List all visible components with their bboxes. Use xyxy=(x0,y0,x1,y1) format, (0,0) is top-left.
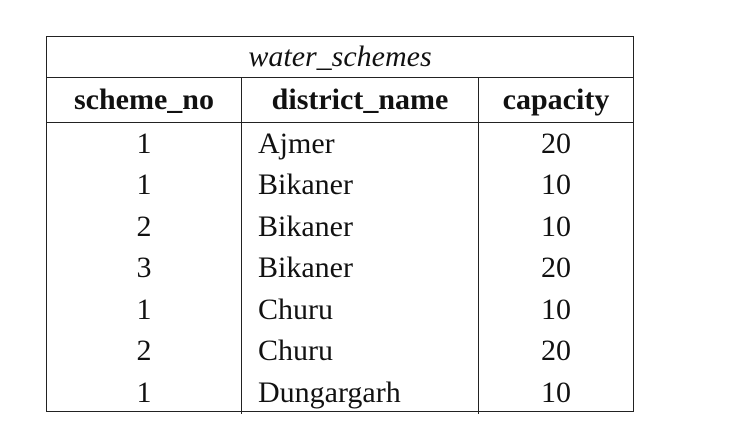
cell-district-name: Churu xyxy=(242,330,479,372)
header-capacity: capacity xyxy=(502,83,610,116)
cell-district-name: Dungargarh xyxy=(242,372,479,414)
cell-capacity: 10 xyxy=(541,375,571,409)
cell-capacity: 20 xyxy=(541,334,571,368)
cell-capacity: 10 xyxy=(541,292,571,326)
water-schemes-table: water_schemes scheme_no district_name ca… xyxy=(46,36,634,414)
table-caption: water_schemes xyxy=(47,37,633,78)
cell-district-name: Ajmer xyxy=(242,123,479,165)
cell-district-name: Bikaner xyxy=(242,206,479,248)
cell-district-name: Bikaner xyxy=(242,247,479,289)
table-row: 1 Ajmer 20 xyxy=(47,123,633,165)
cell-scheme-no: 3 xyxy=(47,247,242,289)
cell-scheme-no: 2 xyxy=(47,330,242,372)
table-row: 1 Churu 10 xyxy=(47,289,633,331)
cell-scheme-no: 1 xyxy=(47,289,242,331)
table-body: 1 Ajmer 20 1 Bikaner 10 2 Bikaner 10 3 B… xyxy=(47,123,633,414)
cell-scheme-no: 2 xyxy=(47,206,242,248)
cell-capacity: 10 xyxy=(541,168,571,202)
table-header-row: scheme_no district_name capacity xyxy=(47,78,633,123)
cell-scheme-no: 1 xyxy=(47,164,242,206)
cell-capacity: 20 xyxy=(541,251,571,285)
cell-scheme-no: 1 xyxy=(47,123,242,165)
header-district-name: district_name xyxy=(242,78,479,122)
table-row: 2 Churu 20 xyxy=(47,330,633,372)
cell-district-name: Churu xyxy=(242,289,479,331)
table-row: 3 Bikaner 20 xyxy=(47,247,633,289)
cell-capacity: 20 xyxy=(541,126,571,160)
table-row: 1 Bikaner 10 xyxy=(47,164,633,206)
table-row: 2 Bikaner 10 xyxy=(47,206,633,248)
cell-district-name: Bikaner xyxy=(242,164,479,206)
table-row: 1 Dungargarh 10 xyxy=(47,372,633,414)
header-scheme-no: scheme_no xyxy=(47,78,242,122)
cell-capacity: 10 xyxy=(541,209,571,243)
cell-scheme-no: 1 xyxy=(47,372,242,414)
